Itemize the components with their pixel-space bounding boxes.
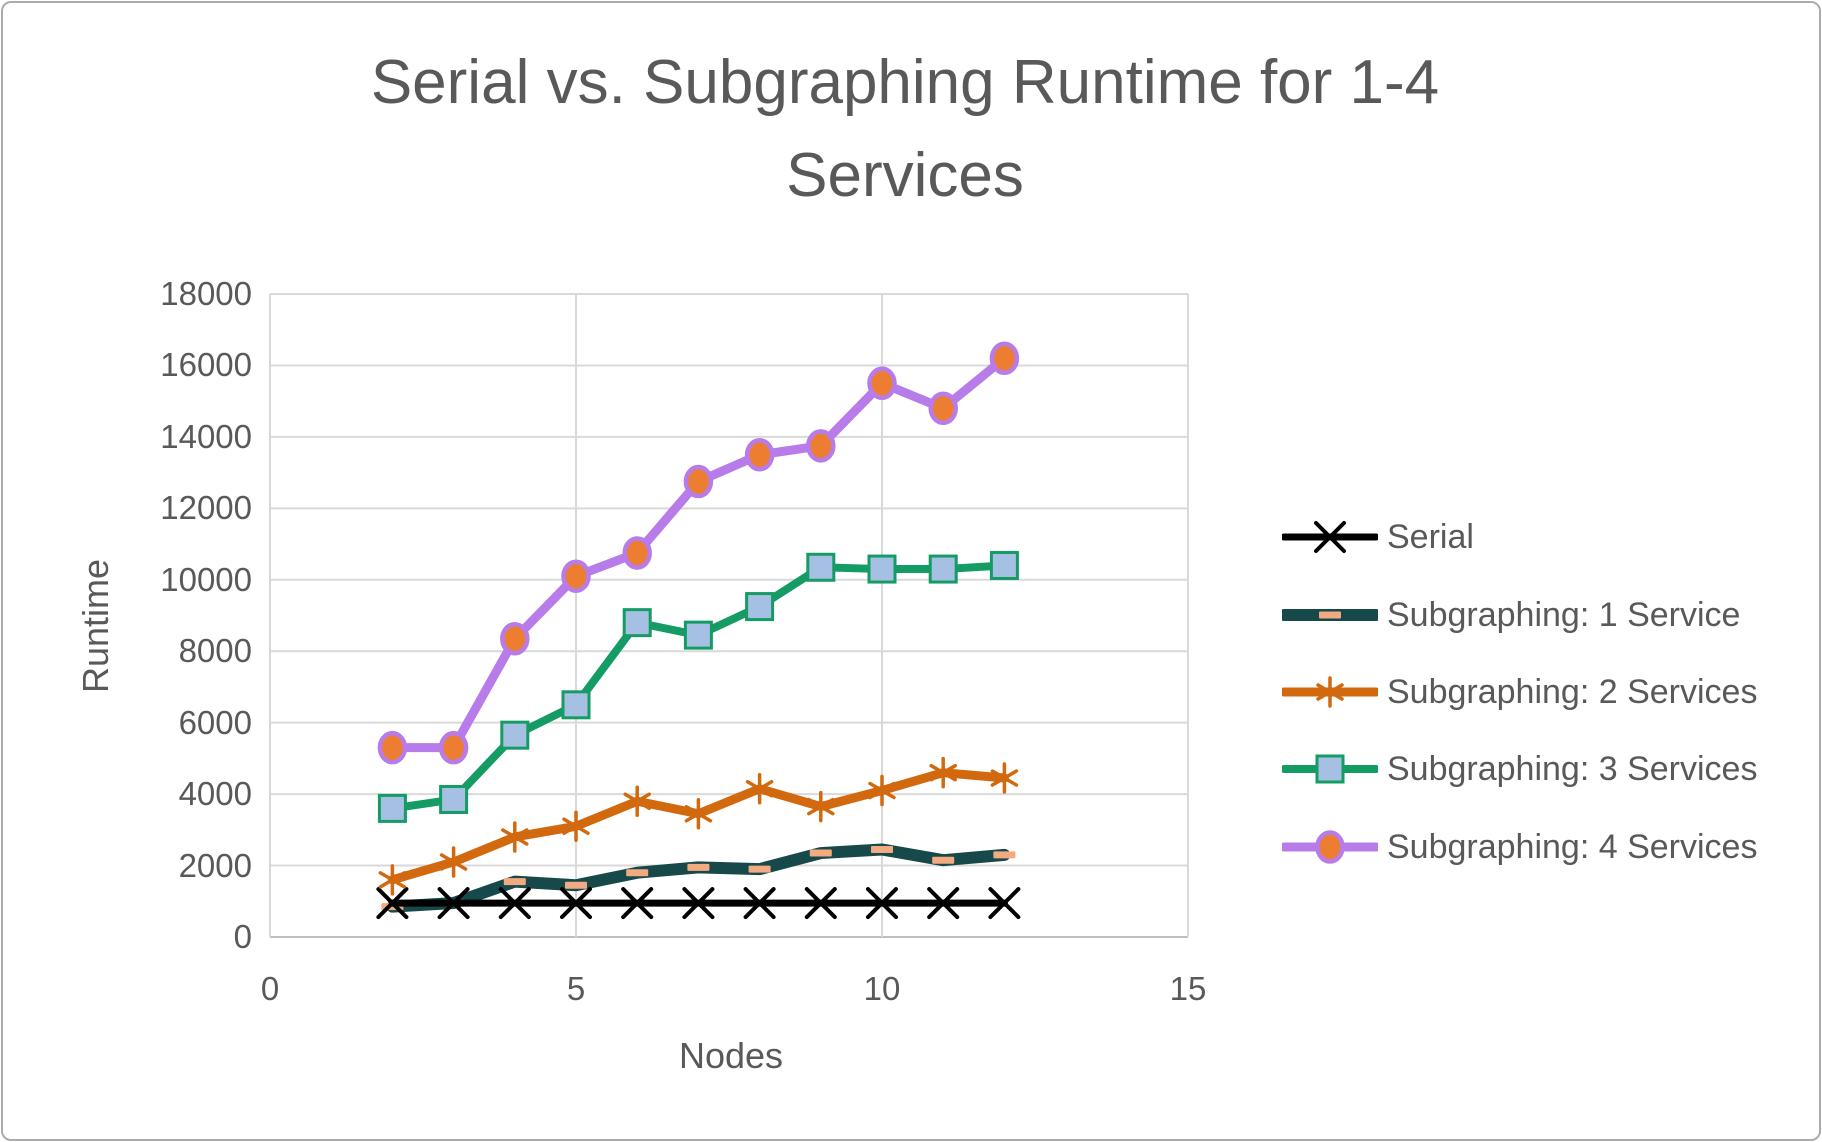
- series-serial-marker: [376, 887, 409, 920]
- legend-item-serial: Serial: [1282, 515, 1474, 559]
- series-subgraphing-2-services-marker: [501, 821, 529, 853]
- y-tick-label: 12000: [160, 489, 252, 527]
- series-serial-marker: [743, 887, 776, 920]
- y-tick-label: 6000: [178, 703, 252, 741]
- y-tick-label: 0: [233, 918, 252, 955]
- legend-swatch-subgraphing-2-services: [1282, 676, 1378, 708]
- y-tick-label: 10000: [160, 560, 252, 598]
- series-subgraphing-2-services-marker: [745, 773, 774, 805]
- legend-marker-subgraphing-1-service: [1319, 611, 1341, 619]
- series-subgraphing-4-services-marker: [438, 730, 469, 765]
- series-serial-marker: [866, 887, 898, 920]
- series-subgraphing-1-service-marker: [748, 865, 771, 873]
- series-subgraphing-2-services-marker: [439, 846, 468, 878]
- series-subgraphing-2-services-marker: [990, 762, 1019, 794]
- series-subgraphing-3-services-marker: [928, 554, 958, 584]
- series-subgraphing-3-services-marker: [377, 793, 407, 823]
- x-tick-label: 15: [1169, 970, 1207, 1007]
- series-serial-marker: [560, 887, 592, 920]
- series-subgraphing-2-services-marker: [562, 810, 590, 843]
- series-subgraphing-3-services-marker: [622, 608, 652, 638]
- y-tick-label: 18000: [160, 275, 252, 312]
- series-serial-marker: [498, 887, 531, 920]
- series-subgraphing-3-services-marker: [806, 552, 836, 582]
- series-subgraphing-3-services-marker: [561, 690, 591, 720]
- series-serial-marker: [927, 887, 960, 920]
- legend-item-subgraphing-2-services: Subgraphing: 2 Services: [1282, 670, 1757, 714]
- series-subgraphing-2-services-marker: [623, 785, 651, 818]
- series-serial-marker: [437, 887, 470, 920]
- series-subgraphing-3-services-marker: [439, 784, 469, 814]
- legend-item-subgraphing-4-services: Subgraphing: 4 Services: [1282, 825, 1757, 869]
- series-subgraphing-4-services-marker: [622, 536, 652, 570]
- series-subgraphing-2-services-marker: [868, 774, 896, 807]
- y-tick-label: 8000: [178, 632, 252, 670]
- chart-title: Serial vs. Subgraphing Runtime for 1-4 S…: [235, 36, 1575, 222]
- legend-label: Subgraphing: 1 Service: [1387, 595, 1741, 634]
- series-serial-marker: [682, 887, 715, 920]
- chart-title-line-1: Serial vs. Subgraphing Runtime for 1-4: [370, 48, 1440, 117]
- series-subgraphing-2-services-marker: [929, 756, 957, 789]
- series-subgraphing-2-services-marker: [807, 790, 835, 823]
- series-subgraphing-1-service-marker: [809, 849, 832, 857]
- series-subgraphing-4-services-marker: [744, 438, 775, 472]
- y-tick-label: 16000: [160, 346, 252, 384]
- y-tick-label: 14000: [160, 417, 252, 455]
- legend-marker-subgraphing-4-services: [1315, 830, 1345, 864]
- series-subgraphing-4-services-marker: [500, 621, 530, 656]
- series-subgraphing-4-services-marker: [683, 464, 714, 499]
- series-subgraphing-3-services-marker: [989, 550, 1019, 580]
- legend-marker-subgraphing-3-services: [1315, 754, 1345, 784]
- x-axis-title: Nodes: [678, 1035, 784, 1076]
- legend-marker-subgraphing-2-services: [1316, 676, 1344, 708]
- legend-swatch-subgraphing-3-services: [1282, 754, 1378, 784]
- legend-label: Serial: [1387, 517, 1474, 556]
- series-subgraphing-4-services-marker: [806, 429, 836, 463]
- legend-swatch-subgraphing-4-services: [1282, 830, 1378, 864]
- series-subgraphing-4-services-line: [387, 353, 1009, 753]
- series-subgraphing-1-service-marker: [626, 869, 649, 877]
- series-serial-marker: [988, 887, 1021, 920]
- x-tick-label: 5: [566, 970, 586, 1007]
- series-subgraphing-4-services-marker: [989, 341, 1020, 376]
- x-tick-label: 10: [863, 970, 901, 1007]
- series-subgraphing-3-services-marker: [867, 554, 897, 584]
- series-subgraphing-4-services-marker: [561, 559, 591, 593]
- legend-item-subgraphing-1-service: Subgraphing: 1 Service: [1282, 593, 1740, 637]
- y-axis-title: Runtime: [75, 558, 116, 694]
- series-subgraphing-2-services-marker: [684, 798, 713, 830]
- series-serial-marker: [621, 887, 654, 920]
- series-subgraphing-1-service-marker: [687, 863, 710, 871]
- legend-label: Subgraphing: 2 Services: [1387, 672, 1758, 711]
- series-subgraphing-2-services-marker: [378, 864, 407, 896]
- chart-title-line-2: Services: [786, 141, 1024, 210]
- series-subgraphing-4-services-marker: [928, 391, 958, 426]
- series-subgraphing-1-service-marker: [871, 845, 893, 853]
- series-subgraphing-1-service-marker: [503, 878, 526, 886]
- legend-label: Subgraphing: 3 Services: [1387, 749, 1758, 788]
- series-subgraphing-3-services-marker: [500, 720, 530, 750]
- legend-marker-serial: [1314, 521, 1346, 553]
- series-subgraphing-3-services-marker: [683, 620, 713, 650]
- y-tick-label: 2000: [178, 846, 252, 884]
- x-tick-label: 0: [260, 970, 280, 1007]
- series-subgraphing-1-service-marker: [993, 851, 1016, 859]
- legend-swatch-serial: [1282, 521, 1378, 553]
- series-subgraphing-1-service-marker: [932, 856, 955, 864]
- y-tick-label: 4000: [178, 775, 252, 813]
- series-serial-marker: [804, 887, 837, 920]
- legend-item-subgraphing-3-services: Subgraphing: 3 Services: [1282, 747, 1757, 791]
- series-subgraphing-4-services-marker: [377, 730, 408, 765]
- legend-label: Subgraphing: 4 Services: [1387, 827, 1758, 866]
- series-subgraphing-3-services-marker: [745, 592, 775, 622]
- series-subgraphing-4-services-marker: [867, 366, 897, 401]
- series-subgraphing-1-service-marker: [565, 881, 587, 889]
- series-subgraphing-1-service-line: [386, 843, 1011, 913]
- legend-swatch-subgraphing-1-service: [1282, 609, 1378, 621]
